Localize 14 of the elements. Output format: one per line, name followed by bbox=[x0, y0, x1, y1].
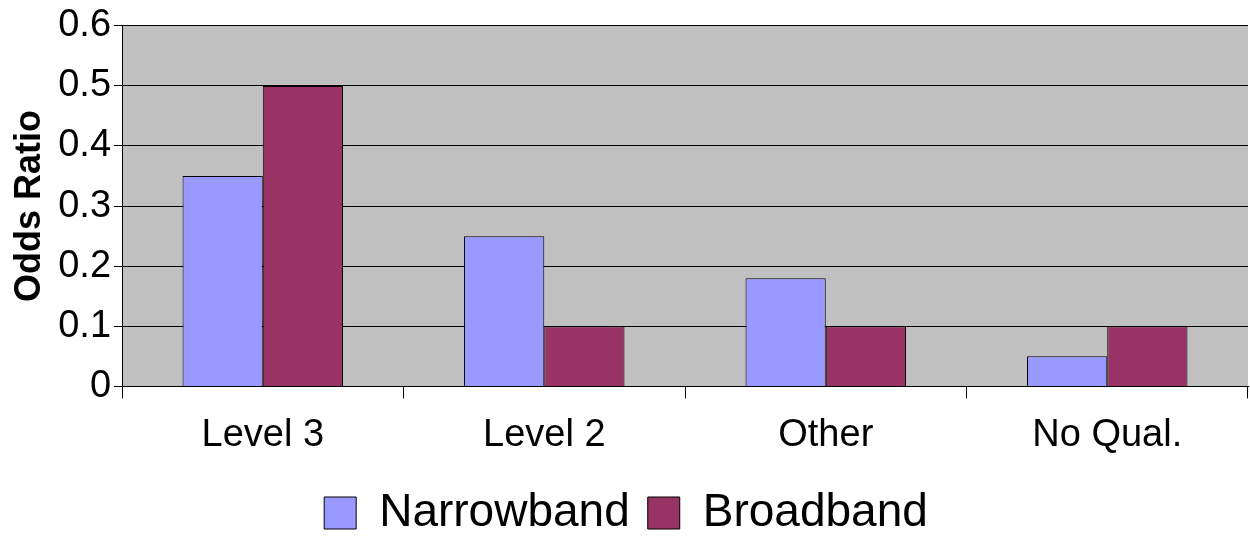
x-tick-label: No Qual. bbox=[1032, 411, 1183, 454]
y-tick-label: 0.5 bbox=[58, 62, 112, 105]
y-tick-label: 0 bbox=[89, 362, 112, 405]
y-tick-label: 0.2 bbox=[58, 242, 112, 285]
y-tick-label: 0.6 bbox=[58, 2, 112, 45]
legend-label: Narrowband bbox=[379, 483, 630, 536]
y-tick-label: 0.1 bbox=[58, 302, 112, 345]
legend-label: Broadband bbox=[702, 483, 928, 536]
y-tick-label: 0.4 bbox=[58, 122, 112, 165]
x-tick-label: Other bbox=[778, 411, 874, 454]
x-tick-label: Level 3 bbox=[201, 411, 325, 454]
y-axis-title: Odds Ratio bbox=[6, 110, 48, 303]
x-tick-label: Level 2 bbox=[482, 411, 606, 454]
y-tick-label: 0.3 bbox=[58, 182, 112, 225]
